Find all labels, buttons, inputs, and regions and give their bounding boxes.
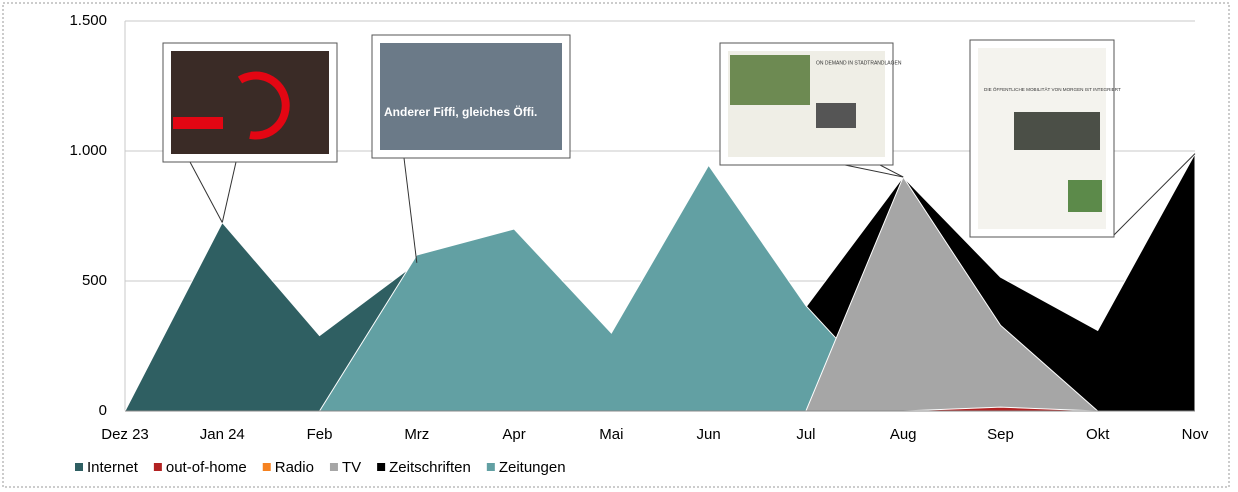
photo xyxy=(816,103,856,128)
y-tick-label: 500 xyxy=(82,272,107,289)
x-tick-label: Mai xyxy=(599,426,623,443)
legend-label: Zeitschriften xyxy=(389,459,471,476)
callout-line xyxy=(844,164,904,178)
legend-label: TV xyxy=(342,459,361,476)
photo xyxy=(1068,180,1102,212)
annotation: Anderer Fiffi, gleiches Öffi. xyxy=(384,104,537,119)
y-tick-label: 1.500 xyxy=(69,12,107,29)
x-tick-label: Jan 24 xyxy=(200,426,245,443)
x-tick-label: Jul xyxy=(796,426,815,443)
frame xyxy=(2,2,1230,488)
callout-line xyxy=(879,164,904,178)
x-tick-label: Apr xyxy=(502,426,525,443)
legend-label: Internet xyxy=(87,459,139,476)
callout-line xyxy=(1111,153,1196,238)
legend-swatch xyxy=(75,463,83,471)
x-tick-label: Nov xyxy=(1182,426,1209,443)
photo xyxy=(730,55,810,105)
legend-swatch xyxy=(329,463,338,471)
callout-image xyxy=(380,43,562,150)
badge xyxy=(173,117,223,129)
y-tick-label: 1.000 xyxy=(69,142,107,159)
legend-label: Radio xyxy=(275,459,314,476)
legend-label: Zeitungen xyxy=(499,459,566,476)
ring xyxy=(237,71,290,140)
x-tick-label: Feb xyxy=(307,426,333,443)
x-tick-label: Mrz xyxy=(404,426,429,443)
x-tick-label: Dez 23 xyxy=(101,426,149,443)
x-tick-label: Okt xyxy=(1086,426,1110,443)
legend-swatch xyxy=(377,463,386,471)
callout-line xyxy=(189,161,223,223)
callout-line xyxy=(403,157,418,263)
annotation: DIE ÖFFENTLICHE MOBILITÄT VON MORGEN IST… xyxy=(984,86,1121,92)
callout-line xyxy=(221,161,237,223)
annotation: ON DEMAND IN STADTRANDLAGEN xyxy=(816,60,902,66)
photo xyxy=(1014,112,1100,150)
legend-label: out-of-home xyxy=(166,459,247,476)
y-tick-label: 0 xyxy=(99,402,107,419)
x-tick-label: Jun xyxy=(697,426,721,443)
legend-swatch xyxy=(486,463,495,471)
x-tick-label: Sep xyxy=(987,426,1014,443)
legend-swatch xyxy=(153,463,162,471)
legend-swatch xyxy=(262,463,271,471)
x-tick-label: Aug xyxy=(890,426,917,443)
